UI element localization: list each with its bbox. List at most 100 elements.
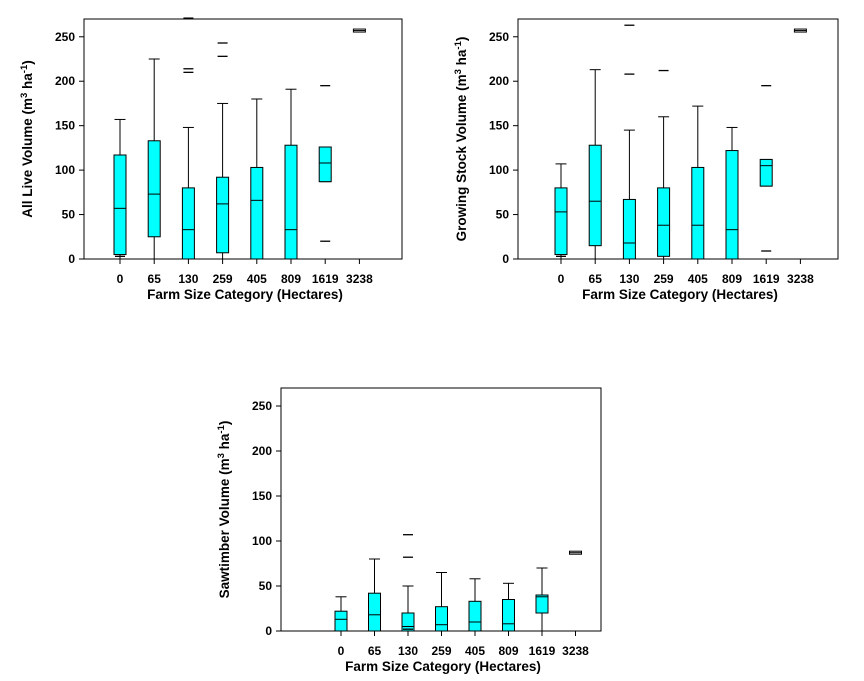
x-tick-label: 259: [213, 272, 233, 286]
y-tick-label: 100: [55, 163, 75, 177]
iqr-box: [368, 592, 381, 632]
y-axis-title-text: Sawtimber Volume (m: [217, 458, 232, 598]
iqr-box: [113, 154, 127, 256]
x-axis-title: Farm Size Category (Hectares): [582, 287, 778, 302]
x-tick-label: 1619: [529, 644, 556, 658]
box-plot-130: [181, 17, 195, 260]
x-tick-label: 809: [498, 644, 518, 658]
box-plot-3238: [352, 28, 366, 33]
x-tick-label: 1619: [312, 272, 339, 286]
y-axis-title: Growing Stock Volume (m3 ha-1): [453, 37, 469, 242]
y-tick-label: 50: [62, 208, 76, 222]
x-tick-label: 130: [619, 272, 639, 286]
y-axis-title-superscript: -1: [216, 424, 227, 433]
x-tick-label: 0: [558, 272, 565, 286]
x-tick-label: 3238: [346, 272, 373, 286]
x-tick-label: 405: [465, 644, 485, 658]
iqr-box: [147, 140, 161, 238]
box-plot-1619: [759, 85, 773, 252]
x-tick-label: 405: [688, 272, 708, 286]
box-plot-259: [216, 42, 230, 260]
x-axis-title: Farm Size Category (Hectares): [345, 659, 541, 674]
y-axis-title-superscript: -1: [453, 40, 464, 49]
iqr-box: [759, 158, 773, 187]
x-tick-label: 65: [368, 644, 382, 658]
iqr-box: [334, 610, 348, 632]
x-tick-label: 1619: [753, 272, 780, 286]
x-tick-label: 3238: [787, 272, 814, 286]
y-tick-label: 150: [489, 119, 509, 133]
y-tick-label: 0: [68, 252, 75, 266]
x-tick-label: 809: [722, 272, 742, 286]
x-tick-label: 65: [589, 272, 603, 286]
y-tick-label: 100: [252, 534, 272, 548]
iqr-box: [657, 187, 671, 257]
box-plot-3238: [793, 28, 807, 33]
y-tick-label: 0: [502, 252, 509, 266]
chart-panel-2: 0 50 100 150 200 250 0 65 130 259 405 809 1619 3238 Fa…: [453, 18, 839, 302]
box-plot-0: [113, 118, 127, 260]
y-tick-label: 50: [496, 208, 510, 222]
iqr-box: [588, 144, 602, 247]
y-axis-title-text: ha: [20, 73, 35, 93]
box-plot-1619: [318, 85, 332, 242]
y-tick-label: 50: [259, 579, 273, 593]
box-plot-405: [468, 578, 482, 632]
y-tick-label: 250: [252, 399, 272, 413]
y-axis-title-text: All Live Volume (m: [20, 98, 35, 218]
box-plot-405: [691, 105, 705, 260]
x-tick-label: 809: [281, 272, 301, 286]
box-plot-0: [334, 596, 348, 632]
y-tick-label: 0: [265, 624, 272, 638]
iqr-box: [284, 144, 298, 260]
box-plot-809: [502, 582, 515, 632]
box-plot-259: [435, 572, 448, 632]
y-axis-title-superscript: -1: [19, 64, 30, 73]
plot-frame: [83, 18, 403, 260]
x-tick-label: 130: [398, 644, 418, 658]
box-plot-130: [622, 24, 636, 260]
box-plot-3238: [569, 550, 582, 555]
iqr-box: [401, 612, 415, 632]
y-tick-label: 250: [55, 30, 75, 44]
box-plot-809: [284, 88, 298, 260]
x-tick-label: 405: [247, 272, 267, 286]
box-plot-259: [657, 69, 671, 260]
box-plot-65: [588, 69, 602, 260]
y-axis-title: Sawtimber Volume (m3 ha-1): [216, 421, 232, 599]
chart-panel-1: 0 50 100 150 200 250 0 65 130 259 405 809 1619 3238Fa…: [19, 17, 403, 302]
box-plot-809: [725, 126, 739, 260]
x-tick-label: 259: [654, 272, 674, 286]
y-axis-title-text: ): [454, 37, 469, 42]
x-tick-label: 259: [431, 644, 451, 658]
y-tick-label: 200: [55, 74, 75, 88]
y-axis-title-text: ha: [454, 49, 469, 69]
y-axis-title-text: ): [20, 60, 35, 65]
x-tick-label: 3238: [562, 644, 589, 658]
iqr-box: [725, 150, 739, 260]
y-tick-label: 150: [55, 119, 75, 133]
iqr-box: [554, 187, 568, 256]
x-tick-label: 130: [178, 272, 198, 286]
iqr-box: [318, 146, 332, 183]
iqr-box: [502, 599, 515, 632]
y-axis-title: All Live Volume (m3 ha-1): [19, 60, 35, 218]
iqr-box: [250, 166, 264, 260]
iqr-box: [535, 594, 549, 614]
box-plot-130: [401, 534, 415, 632]
iqr-box: [468, 600, 482, 632]
y-tick-label: 200: [252, 444, 272, 458]
box-plot-1619: [535, 567, 549, 632]
y-axis-title-text: ha: [217, 433, 232, 453]
x-tick-label: 65: [148, 272, 162, 286]
box-plot-65: [368, 558, 381, 632]
y-axis-title-superscript: 3: [19, 93, 30, 98]
iqr-box: [691, 166, 705, 260]
x-axis-title: Farm Size Category (Hectares): [147, 287, 343, 302]
iqr-box: [622, 198, 636, 260]
iqr-box: [216, 176, 230, 254]
y-axis-title-superscript: 3: [216, 453, 227, 458]
box-plot-65: [147, 58, 161, 260]
box-plot-0: [554, 163, 568, 260]
